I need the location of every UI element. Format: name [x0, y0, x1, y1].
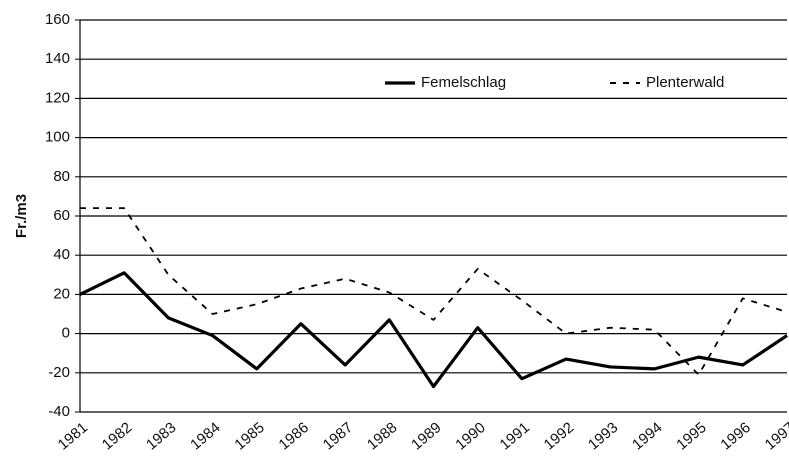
- x-tick-label: 1997: [762, 419, 789, 453]
- y-tick-label: 40: [53, 246, 70, 263]
- y-tick-label: 60: [53, 207, 70, 224]
- y-tick-label: 100: [45, 129, 70, 146]
- x-tick-label: 1983: [143, 419, 179, 453]
- y-tick-label: 120: [45, 89, 70, 106]
- x-tick-label: 1994: [629, 419, 665, 453]
- x-tick-label: 1981: [55, 419, 91, 453]
- x-tick-label: 1986: [276, 419, 312, 453]
- x-tick-label: 1984: [187, 419, 223, 453]
- y-tick-label: 0: [62, 325, 70, 342]
- x-tick-label: 1990: [452, 419, 488, 453]
- x-tick-label: 1982: [99, 419, 135, 453]
- legend-label: Plenterwald: [646, 74, 724, 91]
- y-axis-label: Fr./m3: [13, 194, 30, 238]
- series-line: [80, 207, 788, 376]
- y-tick-label: 160: [45, 11, 70, 28]
- x-tick-label: 1992: [541, 419, 577, 453]
- x-tick-label: 1985: [231, 419, 267, 453]
- x-tick-label: 1991: [497, 419, 533, 453]
- y-tick-label: -40: [48, 403, 70, 420]
- y-tick-label: 20: [53, 285, 70, 302]
- y-tick-label: -20: [48, 364, 70, 381]
- x-tick-label: 1995: [673, 419, 709, 453]
- x-tick-label: 1989: [408, 419, 444, 453]
- x-tick-label: 1996: [717, 419, 753, 453]
- x-tick-label: 1987: [320, 419, 356, 453]
- x-tick-label: 1988: [364, 419, 400, 453]
- series-line: [79, 271, 788, 389]
- y-tick-label: 80: [53, 168, 70, 185]
- legend-label: Femelschlag: [421, 74, 506, 91]
- x-tick-label: 1993: [585, 419, 621, 453]
- y-tick-label: 140: [45, 50, 70, 67]
